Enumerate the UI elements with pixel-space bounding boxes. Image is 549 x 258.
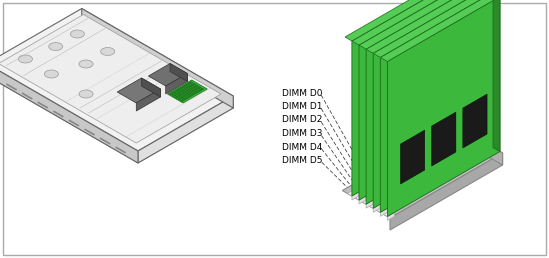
Polygon shape [427,74,452,127]
Text: DIMM D0: DIMM D0 [282,88,322,98]
Polygon shape [410,100,435,154]
Polygon shape [455,125,502,165]
Polygon shape [352,0,464,196]
Polygon shape [388,213,394,221]
Polygon shape [148,63,187,86]
Polygon shape [456,90,480,144]
Text: DIMM D4: DIMM D4 [282,142,322,151]
Polygon shape [394,126,418,180]
Polygon shape [369,202,380,208]
Polygon shape [493,0,500,151]
Polygon shape [417,104,442,158]
Polygon shape [390,153,502,230]
Text: DIMM D1: DIMM D1 [282,102,322,111]
Polygon shape [434,78,458,132]
Polygon shape [464,0,472,135]
Polygon shape [0,63,138,163]
Polygon shape [366,200,373,208]
Polygon shape [142,78,160,97]
Polygon shape [117,78,160,103]
Polygon shape [355,194,366,200]
Polygon shape [0,9,233,151]
Polygon shape [366,0,479,204]
Polygon shape [82,9,233,108]
Polygon shape [380,0,493,212]
Polygon shape [359,196,366,204]
Polygon shape [388,0,500,216]
Polygon shape [441,82,466,136]
Polygon shape [479,0,486,143]
Polygon shape [379,118,404,172]
Polygon shape [383,210,394,216]
Polygon shape [400,130,425,184]
Polygon shape [486,0,493,147]
Polygon shape [386,122,411,176]
Polygon shape [136,89,160,111]
Text: DIMM D3: DIMM D3 [282,129,322,138]
Ellipse shape [49,43,63,51]
Ellipse shape [70,30,85,38]
Polygon shape [175,85,198,98]
Polygon shape [0,20,233,163]
Polygon shape [348,189,359,196]
Ellipse shape [79,90,93,98]
Polygon shape [372,114,396,168]
Polygon shape [365,110,389,164]
Ellipse shape [79,60,93,68]
Polygon shape [359,0,479,49]
Polygon shape [404,96,428,150]
Polygon shape [167,80,208,103]
Polygon shape [424,108,449,162]
Polygon shape [170,63,187,82]
Polygon shape [0,14,221,143]
Polygon shape [373,0,493,57]
Ellipse shape [100,47,115,55]
Polygon shape [457,0,464,131]
Polygon shape [166,74,187,94]
Polygon shape [376,206,387,212]
Polygon shape [380,208,387,216]
Polygon shape [373,204,380,212]
Text: DIMM D2: DIMM D2 [282,116,322,125]
Ellipse shape [19,55,32,63]
Polygon shape [380,0,500,61]
Polygon shape [181,88,204,101]
Polygon shape [345,0,464,41]
Polygon shape [359,0,472,200]
Polygon shape [396,92,421,146]
Polygon shape [449,86,473,140]
Polygon shape [463,94,487,148]
Ellipse shape [44,70,58,78]
Polygon shape [343,125,502,218]
Polygon shape [172,83,195,97]
Polygon shape [352,192,359,200]
Polygon shape [366,0,486,53]
Polygon shape [432,112,456,166]
Polygon shape [373,0,486,208]
Polygon shape [138,96,233,163]
Polygon shape [362,198,373,204]
Polygon shape [472,0,479,139]
Polygon shape [169,82,193,95]
Polygon shape [352,0,472,45]
Text: DIMM D5: DIMM D5 [282,156,322,165]
Polygon shape [178,86,201,100]
